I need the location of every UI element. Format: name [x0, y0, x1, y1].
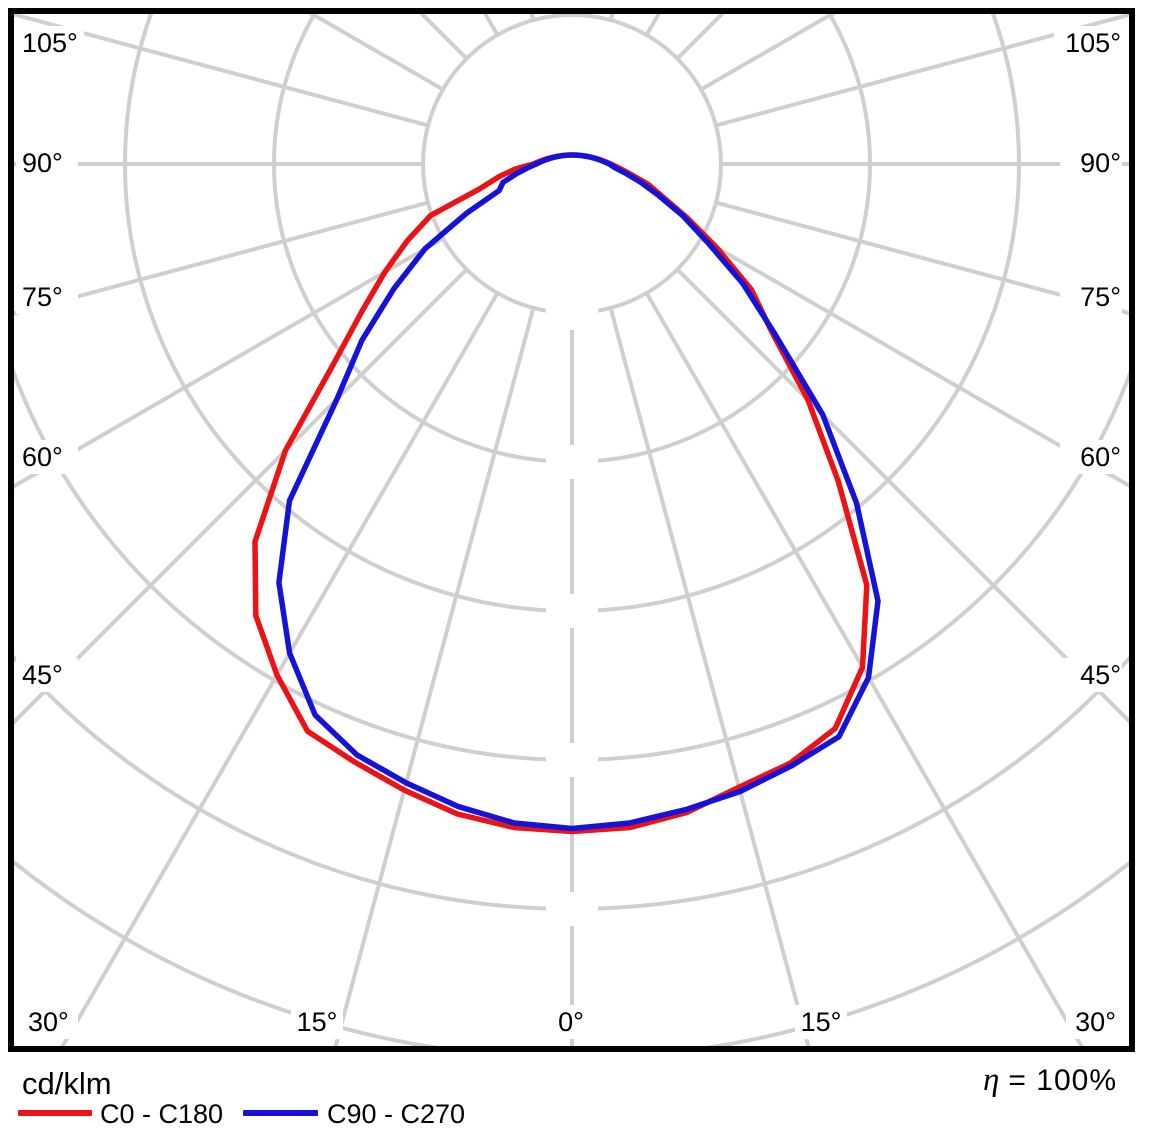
eta-symbol: η — [983, 1062, 1000, 1098]
angle-label-box — [1066, 1005, 1122, 1039]
angle-label-1: 90° — [22, 148, 63, 178]
grid-radial-285 — [14, 200, 429, 316]
legend-swatch-c90-c270 — [243, 1110, 318, 1116]
ring-value-gap-4 — [546, 743, 598, 777]
angle-label-box — [1060, 146, 1122, 180]
angle-label-box — [1060, 440, 1122, 474]
angle-label-7: 0° — [558, 1007, 584, 1037]
grid-radial-60 — [700, 236, 1129, 488]
grid-radial-345 — [333, 307, 536, 1046]
unit-label: cd/klm — [22, 1066, 112, 1101]
angle-label-13: 90° — [1080, 148, 1121, 178]
angle-label-8: 15° — [801, 1007, 842, 1037]
grid-radial-330 — [60, 292, 500, 1046]
grid-radial-315 — [14, 267, 469, 725]
angle-axis-labels: 105° 90° 75° 60° 45° 30° 15° 0° 15° 30° 45° 60° 75° 9… — [16, 26, 1122, 1039]
grid-ring-4 — [14, 367, 1129, 762]
angle-label-box — [795, 1005, 847, 1039]
ring-value-gap-3 — [546, 594, 598, 628]
plot-frame — [8, 8, 1135, 1052]
angle-label-5: 30° — [28, 1007, 69, 1037]
grid-radial-15 — [608, 307, 811, 1046]
angle-label-box — [16, 280, 78, 314]
eta-value: = 100% — [1008, 1064, 1117, 1097]
angle-label-box — [16, 440, 78, 474]
intensity-curves — [252, 152, 881, 835]
curve-c0-c180 — [252, 152, 870, 835]
grid-radial-255 — [14, 14, 429, 128]
grid-radial-105 — [715, 14, 1129, 128]
grid-ring-1 — [421, 14, 723, 315]
angle-label-box — [16, 658, 78, 692]
ring-value-gap-5 — [546, 892, 598, 926]
ring-value-gap-1 — [546, 296, 598, 330]
angle-label-box — [1060, 658, 1122, 692]
angle-label-4: 45° — [22, 660, 63, 690]
grid-radial-300 — [14, 236, 444, 489]
angle-label-2: 75° — [22, 282, 63, 312]
angle-label-0: 105° — [22, 28, 78, 58]
angle-label-3: 60° — [22, 442, 63, 472]
curve-c90-c270 — [276, 152, 881, 832]
angle-label-box — [1060, 280, 1122, 314]
radial-axis-value-gaps — [546, 296, 598, 926]
angle-label-box — [16, 26, 84, 60]
angle-label-14: 105° — [1065, 28, 1121, 58]
ring-value-gap-2 — [546, 445, 598, 479]
legend-label-c90-c270: C90 - C270 — [327, 1099, 466, 1129]
efficiency-label: η = 100% — [983, 1062, 1117, 1099]
angle-label-6: 15° — [297, 1007, 338, 1037]
angle-label-box — [291, 1005, 343, 1039]
angle-label-10: 45° — [1080, 660, 1121, 690]
angle-label-9: 30° — [1075, 1007, 1116, 1037]
grid-radial-75 — [715, 200, 1129, 316]
angle-label-12: 75° — [1080, 282, 1121, 312]
angle-label-box — [547, 1005, 595, 1039]
angle-label-box — [22, 1005, 78, 1039]
legend-swatch-c0-c180 — [18, 1110, 92, 1116]
angle-label-box — [16, 146, 78, 180]
angle-label-11: 60° — [1080, 442, 1121, 472]
grid-radial-30 — [644, 292, 1084, 1046]
legend-label-c0-c180: C0 - C180 — [100, 1099, 224, 1129]
angle-label-box — [1054, 26, 1122, 60]
